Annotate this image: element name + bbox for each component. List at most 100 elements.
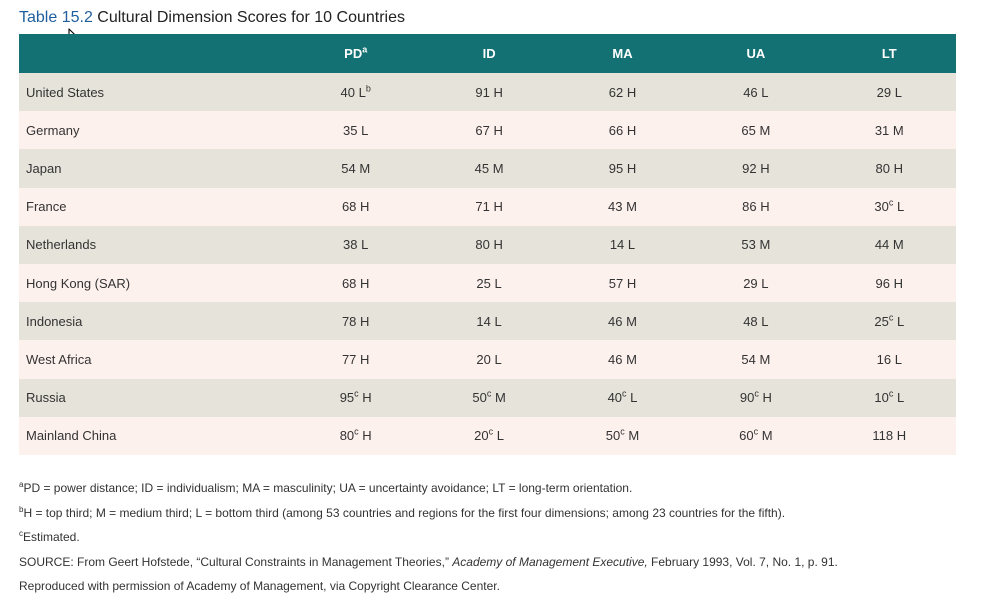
- score-rank: H: [896, 428, 907, 444]
- score-value: 50: [472, 390, 487, 406]
- header-cell-ua: UA: [689, 34, 822, 73]
- score-cell: 92 H: [689, 149, 822, 187]
- score-rank: M: [494, 390, 506, 406]
- footnote-text: PD = power distance; ID = individualism;…: [23, 481, 633, 495]
- score-value: 71: [475, 199, 490, 215]
- score-value: 31: [874, 122, 890, 138]
- score-cell: 31 M: [823, 111, 956, 149]
- score-cell: 57 H: [556, 264, 689, 302]
- score-value: 54: [341, 160, 356, 176]
- score-rank: M: [626, 351, 637, 367]
- score-cell: 68 H: [289, 264, 422, 302]
- footnote-marker: c: [622, 388, 627, 399]
- score-cell: 71 H: [422, 188, 555, 226]
- footnote-marker: c: [19, 529, 23, 538]
- score-cell: 29 L: [689, 264, 822, 302]
- header-cell-pd: PDa: [289, 34, 422, 73]
- score-rank: M: [761, 428, 773, 444]
- score-value: 38: [343, 237, 358, 253]
- score-value: 78: [341, 313, 357, 329]
- score-value: 62: [608, 84, 624, 100]
- header-label: LT: [881, 46, 897, 61]
- score-cell: 53 M: [689, 226, 822, 264]
- footnote-marker: c: [754, 388, 759, 399]
- score-cell: 30c L: [823, 188, 956, 226]
- footnote-marker: c: [486, 388, 492, 399]
- country-name: Netherlands: [26, 237, 97, 253]
- score-cell: 65 M: [689, 111, 822, 149]
- score-rank: L: [630, 390, 638, 406]
- score-cell: 10c L: [823, 379, 956, 417]
- score-cell: 54 M: [689, 340, 822, 378]
- score-rank: H: [362, 390, 372, 406]
- score-value: 57: [608, 275, 624, 291]
- score-cell: 46 L: [689, 73, 822, 111]
- score-cell: 67 H: [422, 111, 555, 149]
- score-rank: H: [626, 122, 637, 138]
- footnote-text: H = top third; M = medium third; L = bot…: [23, 505, 786, 520]
- score-cell: 80 H: [422, 226, 555, 264]
- score-rank: L: [896, 313, 905, 329]
- mouse-pointer-arrow-icon: [68, 28, 81, 48]
- score-rank: H: [893, 160, 904, 176]
- score-cell: 14 L: [556, 226, 689, 264]
- table-row: Mainland China 80c H 20c L 50c M 60c M 118 H: [19, 416, 956, 455]
- score-cell: 50c M: [556, 417, 689, 455]
- score-cell: 43 M: [556, 188, 689, 226]
- score-rank: L: [358, 84, 366, 100]
- source-text: SOURCE: From Geert Hofstede, “Cultural C…: [19, 554, 453, 569]
- score-value: 25: [874, 313, 889, 329]
- score-rank: L: [761, 313, 769, 329]
- score-value: 118: [872, 428, 894, 444]
- header-cell-id: ID: [422, 34, 555, 73]
- score-value: 68: [341, 199, 357, 215]
- score-rank: H: [360, 351, 370, 367]
- score-rank: L: [496, 428, 504, 444]
- score-value: 29: [743, 275, 758, 291]
- score-value: 95: [339, 390, 355, 406]
- score-cell: 16 L: [823, 340, 956, 378]
- score-value: 46: [608, 313, 623, 329]
- score-value: 45: [474, 160, 490, 176]
- score-rank: L: [361, 237, 369, 253]
- score-value: 91: [475, 84, 490, 100]
- table-row: France 68 H 71 H 43 M 86 H 30c L: [19, 187, 956, 226]
- score-cell: 96 H: [823, 264, 956, 302]
- country-name: Russia: [26, 390, 66, 406]
- score-value: 43: [608, 199, 623, 215]
- table-row: Japan 54 M 45 M 95 H 92 H 80 H: [19, 149, 956, 188]
- source-journal: Academy of Management Executive,: [452, 554, 648, 569]
- country-name: United States: [26, 84, 105, 100]
- score-cell: 54 M: [289, 149, 422, 187]
- header-label: MA: [612, 46, 633, 61]
- score-value: 20: [474, 428, 489, 444]
- score-rank: H: [360, 313, 370, 329]
- table-body: United States 40 Lb 91 H 62 H 46 L 29 L German…: [19, 73, 956, 455]
- score-value: 80: [475, 237, 490, 253]
- header-label: UA: [746, 46, 766, 61]
- score-cell: 66 H: [556, 111, 689, 149]
- footnote-marker: c: [888, 388, 894, 399]
- score-rank: L: [627, 237, 636, 253]
- score-value: 25: [476, 275, 491, 291]
- table-row: Germany 35 L 67 H 66 H 65 M 31 M: [19, 111, 956, 150]
- footnote-marker: b: [365, 83, 371, 94]
- score-value: 46: [743, 84, 758, 100]
- score-rank: H: [760, 160, 770, 176]
- score-cell: 38 L: [289, 226, 422, 264]
- score-rank: H: [893, 275, 904, 291]
- score-value: 77: [341, 351, 357, 367]
- score-rank: L: [894, 351, 902, 367]
- header-cell-country: [19, 34, 289, 73]
- score-rank: L: [761, 275, 769, 291]
- score-value: 10: [874, 390, 889, 406]
- score-rank: H: [626, 84, 637, 100]
- score-rank: M: [759, 122, 771, 138]
- score-value: 66: [608, 122, 624, 138]
- footnote-c: cEstimated.: [19, 527, 969, 552]
- footnote-marker: a: [19, 480, 24, 489]
- score-value: 80: [875, 160, 890, 176]
- score-rank: M: [892, 122, 904, 138]
- score-rank: H: [360, 275, 370, 291]
- score-value: 20: [476, 351, 491, 367]
